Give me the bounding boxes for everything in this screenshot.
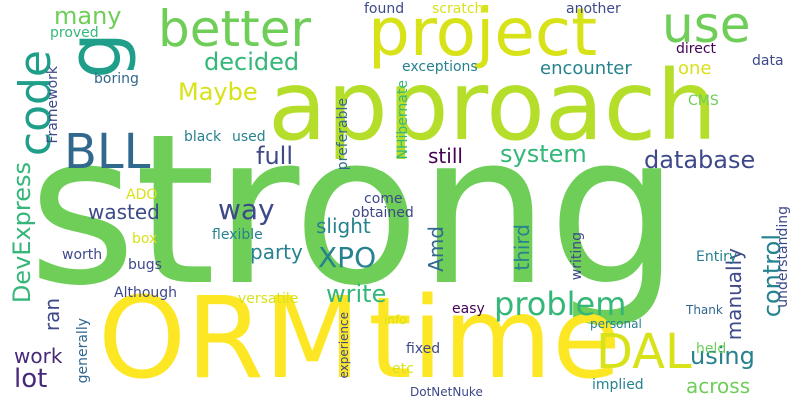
word-flexible: flexible [212,227,263,243]
word-across: across [686,374,751,398]
word-project: project [368,0,598,71]
word-full: full [256,142,293,170]
word-better: better [158,0,312,58]
word-bugs: bugs [128,257,162,273]
word-maybe: Maybe [178,78,258,106]
word-used: used [232,129,266,145]
word-decided: decided [204,48,300,76]
word-easy: easy [452,301,485,317]
word-database: database [644,146,756,174]
word-orm: ORM [98,274,361,400]
word-exceptions: exceptions [402,59,478,75]
word-fixed: fixed [406,341,441,357]
word-versatile: versatile [238,291,299,307]
word-entiry: Entiry [696,249,738,265]
word-bll: BLL [64,124,151,180]
word-direct: direct [676,41,717,57]
word-time: time [368,274,622,400]
word-party: party [250,240,303,264]
word-although: Although [114,285,178,301]
word-using: using [690,342,755,370]
word-system: system [500,140,587,168]
word-encounter: encounter [540,58,632,79]
word-experience: experience [337,312,351,379]
word-writing: writing [569,232,585,281]
word-nhibernate: NHibernate [395,80,411,160]
word-third: third [510,224,534,271]
word-preferable: preferable [335,98,351,171]
word-lot: lot [14,364,48,394]
word-another: another [566,1,621,17]
word-framework: Framework [45,66,61,144]
word-held: held [696,341,727,357]
word-info: info [384,313,407,327]
word-thank: Thank [686,303,723,317]
word-black: black [184,129,222,145]
word-still: still [428,144,463,168]
word-etc: etc [392,361,414,377]
word-write: write [326,280,387,308]
word-work: work [14,344,63,368]
word-proved: proved [50,25,99,41]
word-one: one [678,58,712,79]
word-worth: worth [62,247,103,263]
word-box: box [132,231,158,247]
word-strong: strong [28,90,680,332]
word-wasted: wasted [88,200,160,224]
word-amd: Amd [424,226,448,272]
word-implied: implied [592,377,644,393]
word-ado: ADO [126,187,158,203]
word-xpo: XPO [318,241,377,274]
word-obtained: obtained [352,205,414,221]
word-generally: generally [75,318,91,384]
word-approach: approach [268,50,718,162]
word-many: many [54,2,122,30]
word-data: data [752,53,784,69]
word-come: come [364,191,403,207]
word-slight: slight [316,214,371,238]
word-personal: personal [590,317,642,331]
word-way: way [218,193,275,226]
word-found: found [364,1,405,17]
word-ran: ran [40,298,64,332]
word-use: use [662,0,751,54]
word-problem: problem [494,285,627,323]
word-cms: CMS [688,93,719,109]
word-understanding: understanding [775,206,791,308]
word-dotnetnuke: DotNetNuke [410,385,483,399]
word-dal: DAL [596,324,692,380]
word-boring: boring [94,71,139,87]
word-devexpress: DevExpress [8,162,36,304]
word-scratch: scratch [432,1,484,17]
